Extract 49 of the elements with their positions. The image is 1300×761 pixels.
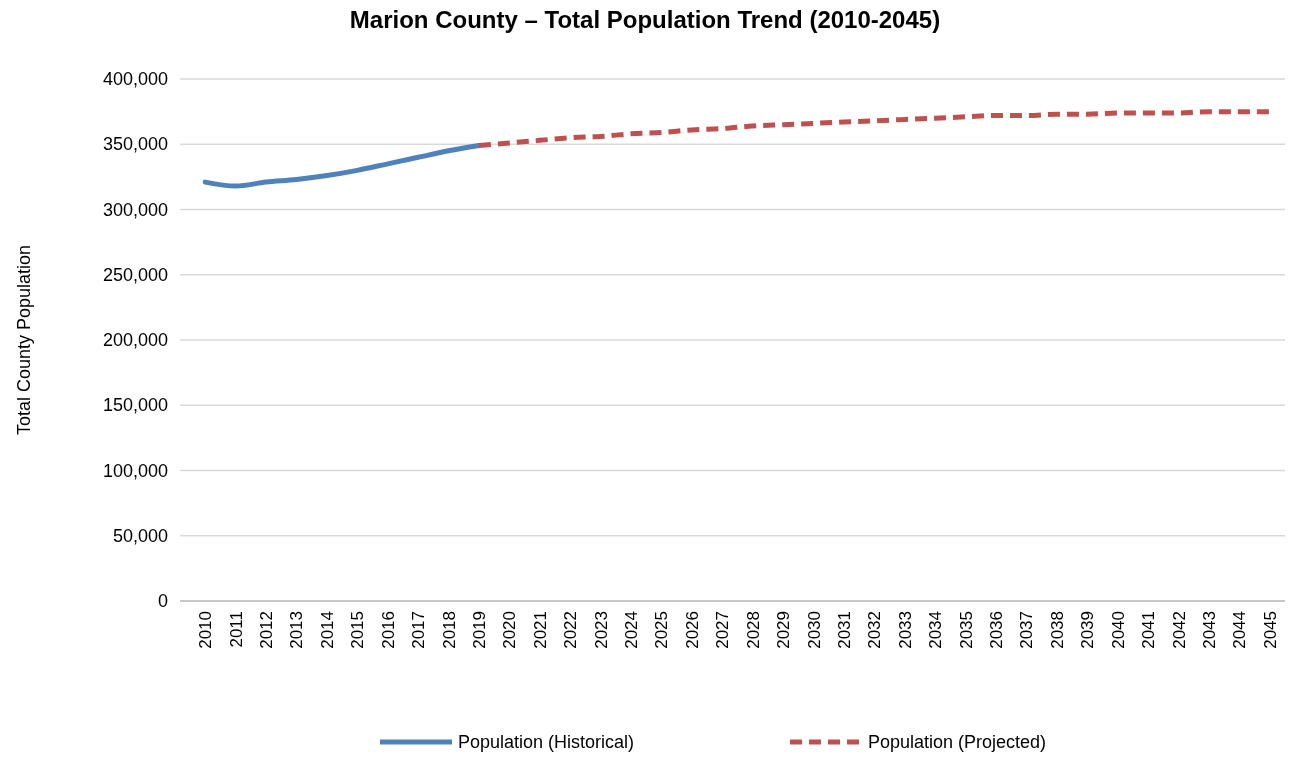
x-tick-label: 2030: [804, 611, 824, 649]
x-tick-label: 2037: [1017, 611, 1037, 649]
x-tick-label: 2040: [1108, 611, 1128, 649]
y-tick-label: 0: [157, 591, 168, 611]
x-tick-label: 2013: [287, 611, 307, 649]
x-tick-label: 2014: [317, 611, 337, 649]
x-tick-label: 2034: [926, 611, 946, 649]
x-tick-label: 2039: [1078, 611, 1098, 649]
x-tick-label: 2015: [348, 611, 368, 649]
x-tick-label: 2032: [865, 611, 885, 649]
y-tick-label: 250,000: [102, 264, 168, 285]
y-tick-label: 350,000: [102, 134, 168, 155]
x-tick-label: 2011: [226, 611, 246, 648]
y-tick-label: 50,000: [112, 525, 168, 546]
x-tick-label: 2033: [895, 611, 915, 649]
y-tick-label: 400,000: [102, 69, 168, 89]
y-tick-label: 200,000: [102, 330, 168, 350]
x-tick-label: 2035: [956, 611, 976, 649]
x-tick-label: 2045: [1260, 611, 1280, 649]
x-tick-label: 2019: [469, 611, 489, 649]
x-tick-label: 2031: [834, 611, 854, 649]
legend-label: Population (Historical): [458, 732, 635, 752]
x-tick-label: 2027: [713, 611, 733, 649]
x-tick-label: 2022: [561, 611, 581, 649]
legend-label: Population (Projected): [868, 732, 1047, 752]
y-tick-label: 150,000: [102, 395, 168, 416]
x-tick-label: 2041: [1139, 611, 1159, 649]
x-tick-label: 2025: [652, 611, 672, 649]
chart-title: Marion County – Total Population Trend (2010-2045): [349, 6, 941, 33]
x-tick-label: 2043: [1199, 611, 1219, 649]
x-tick-label: 2036: [987, 611, 1007, 649]
x-tick-label: 2042: [1169, 611, 1189, 649]
x-tick-label: 2021: [530, 611, 550, 649]
x-tick-label: 2020: [500, 611, 520, 649]
x-tick-label: 2024: [622, 611, 642, 649]
x-tick-label: 2029: [774, 611, 794, 649]
x-tick-label: 2038: [1047, 611, 1067, 649]
x-tick-label: 2028: [743, 611, 763, 649]
x-tick-label: 2023: [591, 611, 611, 649]
x-tick-label: 2012: [257, 611, 277, 649]
x-tick-label: 2017: [409, 611, 429, 649]
x-tick-label: 2026: [682, 611, 702, 649]
x-tick-label: 2016: [378, 611, 398, 649]
x-tick-label: 2010: [196, 611, 216, 649]
y-tick-label: 100,000: [102, 460, 168, 481]
x-tick-label: 2044: [1230, 611, 1250, 649]
y-axis-title: Total County Population: [14, 244, 34, 436]
y-tick-label: 300,000: [102, 199, 168, 220]
x-tick-label: 2018: [439, 611, 459, 649]
